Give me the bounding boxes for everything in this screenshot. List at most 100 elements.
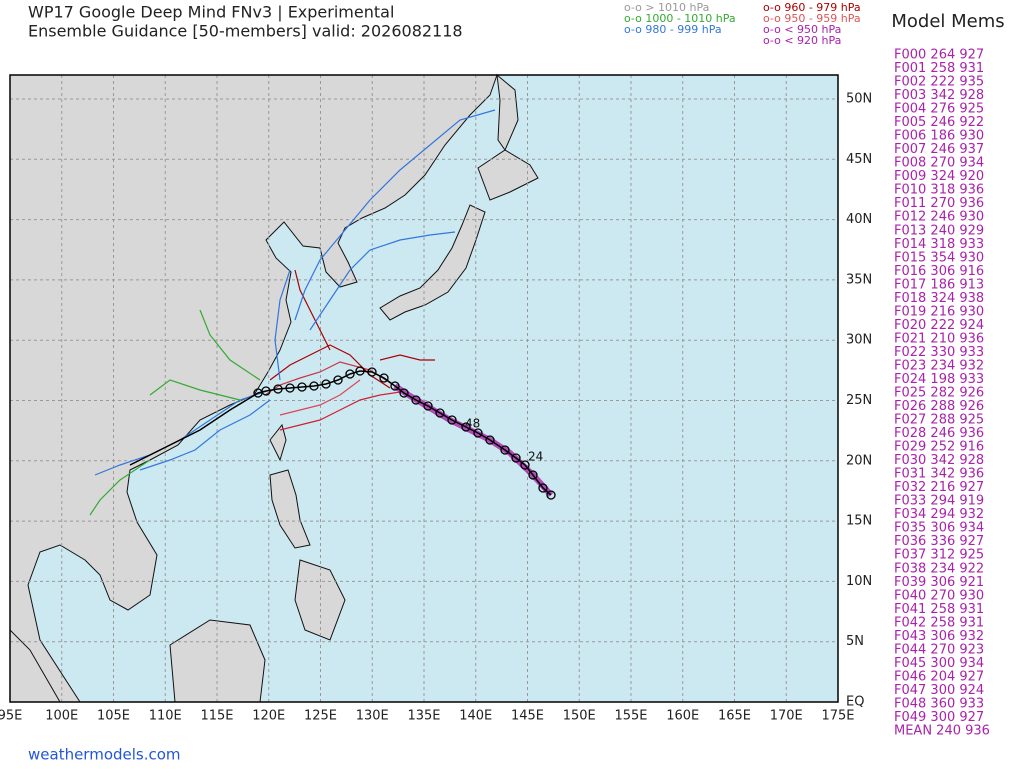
- members-title: Model Mems: [891, 11, 1004, 32]
- member-entry: F006 186 930: [894, 129, 984, 144]
- lon-label: 135E: [407, 709, 440, 724]
- member-entry: F012 246 930: [894, 210, 984, 225]
- lat-label: 40N: [846, 212, 872, 227]
- member-entry: F010 318 936: [894, 183, 984, 198]
- member-entry: F003 342 928: [894, 88, 984, 103]
- mean-point: [379, 373, 389, 383]
- member-entry: F038 234 922: [894, 561, 984, 576]
- mean-point: [435, 408, 445, 418]
- mean-point: [321, 379, 331, 389]
- member-entry: F026 288 926: [894, 399, 984, 414]
- mean-point: [390, 381, 400, 391]
- member-entry: F037 312 925: [894, 548, 984, 563]
- legend-item: o-o 950 - 959 hPa: [763, 12, 861, 25]
- member-entry: F017 186 913: [894, 277, 984, 292]
- lat-label: 45N: [846, 152, 872, 167]
- mean-point: [511, 453, 521, 463]
- lon-label: 170E: [770, 709, 803, 724]
- mean-point: [297, 382, 307, 392]
- member-entry: F031 342 936: [894, 467, 984, 482]
- lon-label: 95E: [0, 709, 22, 724]
- lat-label: 5N: [846, 634, 864, 649]
- member-entry: F029 252 916: [894, 440, 984, 455]
- mean-point: [355, 366, 365, 376]
- member-entry: F020 222 924: [894, 318, 984, 333]
- member-entry: F004 276 925: [894, 102, 984, 117]
- mean-point: [473, 428, 483, 438]
- member-entry: MEAN 240 936: [894, 724, 990, 739]
- member-entry: F035 306 934: [894, 521, 984, 536]
- member-entry: F015 354 930: [894, 250, 984, 265]
- lon-label: 120E: [252, 709, 285, 724]
- lon-label: 155E: [614, 709, 647, 724]
- mean-point: [285, 383, 295, 393]
- member-entry: F019 216 930: [894, 304, 984, 319]
- lat-label: 30N: [846, 333, 872, 348]
- lat-label: 20N: [846, 453, 872, 468]
- mean-line: [129, 370, 552, 496]
- member-entry: F045 300 934: [894, 656, 984, 671]
- member-entry: F001 258 931: [894, 61, 984, 76]
- member-entry: F044 270 923: [894, 642, 984, 657]
- lat-label: 15N: [846, 514, 872, 529]
- lon-label: 125E: [304, 709, 337, 724]
- member-entry: F034 294 932: [894, 507, 984, 522]
- lon-label: 110E: [149, 709, 182, 724]
- member-entry: F047 300 924: [894, 683, 984, 698]
- grid: [10, 75, 838, 702]
- mean-point: [253, 388, 263, 398]
- member-entry: F018 324 938: [894, 291, 984, 306]
- member-entry: F021 210 936: [894, 331, 984, 346]
- mean-track: [129, 366, 556, 500]
- member-entry: F036 336 927: [894, 534, 984, 549]
- legend-item: o-o < 920 hPa: [763, 34, 841, 47]
- lat-label: 25N: [846, 393, 872, 408]
- member-entry: F024 198 933: [894, 372, 984, 387]
- legend-item: o-o 960 - 979 hPa: [763, 1, 861, 14]
- track-label: 48: [465, 417, 480, 431]
- member-entry: F049 300 927: [894, 710, 984, 725]
- member-entry: F048 360 933: [894, 696, 984, 711]
- mean-point: [345, 369, 355, 379]
- lon-label: 150E: [563, 709, 596, 724]
- mean-point: [520, 460, 530, 470]
- lon-label: 140E: [459, 709, 492, 724]
- lat-label: EQ: [846, 695, 864, 710]
- member-entry: F028 246 936: [894, 426, 984, 441]
- mean-point: [273, 384, 283, 394]
- mean-point: [528, 470, 538, 480]
- member-entry: F040 270 930: [894, 588, 984, 603]
- member-entry: F032 216 927: [894, 480, 984, 495]
- legend-item: o-o 1000 - 1010 hPa: [624, 12, 736, 25]
- member-entry: F043 306 932: [894, 629, 984, 644]
- lon-label: 105E: [97, 709, 130, 724]
- member-entry: F046 204 927: [894, 669, 984, 684]
- mean-point: [500, 445, 510, 455]
- lon-label: 115E: [200, 709, 233, 724]
- mean-point: [546, 490, 556, 500]
- member-entry: F002 222 935: [894, 75, 984, 90]
- member-entry: F033 294 919: [894, 494, 984, 509]
- map-frame: [9, 74, 839, 703]
- member-entry: F022 330 933: [894, 345, 984, 360]
- lat-label: 10N: [846, 574, 872, 589]
- member-entry: F016 306 916: [894, 264, 984, 279]
- lon-label: 145E: [511, 709, 544, 724]
- legend-item: o-o 980 - 999 hPa: [624, 23, 722, 36]
- member-entry: F027 288 925: [894, 413, 984, 428]
- mean-point: [538, 483, 548, 493]
- lat-label: 50N: [846, 92, 872, 107]
- mean-point: [399, 388, 409, 398]
- mean-point: [447, 415, 457, 425]
- member-entry: F025 282 926: [894, 386, 984, 401]
- member-entry: F000 264 927: [894, 48, 984, 63]
- mean-point: [461, 422, 471, 432]
- member-entry: F009 324 920: [894, 169, 984, 184]
- member-entry: F005 246 922: [894, 115, 984, 130]
- mean-point: [423, 401, 433, 411]
- lon-label: 175E: [821, 709, 854, 724]
- member-entry: F039 306 921: [894, 575, 984, 590]
- mean-point: [333, 375, 343, 385]
